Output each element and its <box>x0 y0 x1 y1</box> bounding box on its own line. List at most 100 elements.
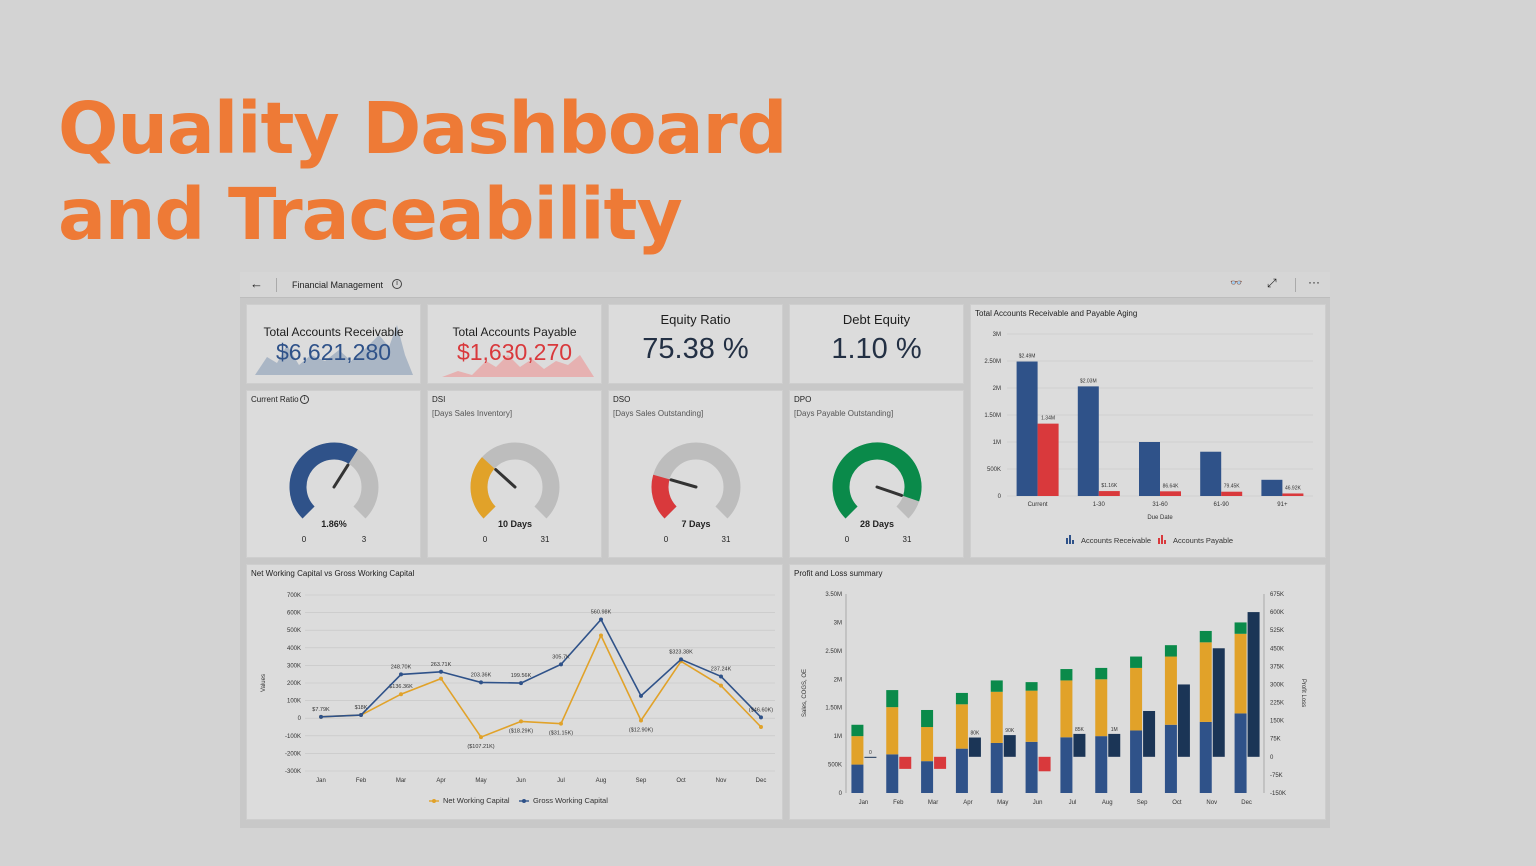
data-point <box>439 676 443 681</box>
gauge-needle <box>332 463 350 489</box>
data-label: ($31.15K) <box>549 731 573 737</box>
back-arrow-icon[interactable]: ← <box>250 276 263 291</box>
y-tick-label: 2.50M <box>825 649 842 655</box>
data-point <box>599 617 603 622</box>
y-tick-label: 3.50M <box>825 592 842 598</box>
data-point <box>599 633 603 638</box>
y-tick-label: -200K <box>285 751 301 757</box>
stack-segment-sales <box>1164 724 1177 793</box>
y2-tick-label: 525K <box>1270 628 1284 634</box>
chart-title: Total Accounts Receivable and Payable Ag… <box>975 309 1138 318</box>
stack-segment-oe <box>886 690 899 708</box>
bar-accounts-payable <box>1221 491 1243 496</box>
stack-segment-cogs <box>851 736 864 765</box>
x-tick-label: Mar <box>928 800 938 806</box>
info-icon[interactable]: i <box>392 279 402 289</box>
gauge-card-dso[interactable]: DSO [Days Sales Outstanding] 7 Days 0 31 <box>608 390 783 558</box>
stack-segment-sales <box>1025 741 1038 793</box>
page-headline: Quality Dashboard and Traceability <box>58 86 787 258</box>
x-tick-label: Current <box>1028 502 1048 508</box>
stack-segment-sales <box>1060 737 1073 793</box>
profit-bar <box>1177 684 1190 757</box>
gauge-max-label: 3 <box>362 535 367 544</box>
x-tick-label: May <box>475 778 486 784</box>
gauge-value-label: 10 Days <box>498 519 532 529</box>
glasses-icon[interactable]: 👓 <box>1230 278 1243 289</box>
data-point <box>639 718 643 723</box>
stack-segment-cogs <box>886 707 899 755</box>
x-tick-label: Sep <box>636 778 647 784</box>
y-tick-label: 1.50M <box>984 413 1001 419</box>
gauge-chart: 1.86% 0 3 <box>289 442 379 544</box>
bar-accounts-receivable <box>1139 442 1160 496</box>
x-tick-label: Dec <box>1241 800 1252 806</box>
stack-segment-cogs <box>1060 680 1073 738</box>
gauge-min-label: 0 <box>845 535 850 544</box>
info-icon[interactable]: i <box>300 395 309 404</box>
working-capital-chart-card[interactable]: Net Working Capital vs Gross Working Cap… <box>246 564 783 820</box>
y-tick-label: 2M <box>834 677 842 683</box>
y-tick-label: 1.50M <box>825 706 842 712</box>
stack-segment-cogs <box>990 691 1003 743</box>
gauge-card-dsi[interactable]: DSI [Days Sales Inventory] 10 Days 0 31 <box>427 390 602 558</box>
gauge-value-label: 1.86% <box>321 519 347 529</box>
x-tick-label: Nov <box>716 778 727 784</box>
stack-segment-oe <box>1060 669 1073 681</box>
y-axis-title: Sales, COGS, OE <box>802 669 808 717</box>
gauge-needle <box>669 478 698 489</box>
aging-chart-card[interactable]: Total Accounts Receivable and Payable Ag… <box>970 304 1326 558</box>
gauge-card-dpo[interactable]: DPO [Days Payable Outstanding] 28 Days 0 3… <box>789 390 964 558</box>
gauge-chart: 7 Days 0 31 <box>651 442 741 544</box>
x-tick-label: Apr <box>436 778 445 784</box>
stack-segment-cogs <box>1199 642 1212 722</box>
kpi-value: 75.38 % <box>642 333 749 365</box>
kpi-card-debt-equity[interactable]: Debt Equity 1.10 % <box>789 304 964 384</box>
data-label: $323.38K <box>669 649 693 655</box>
series-line-gross-working-capital <box>320 618 762 718</box>
kpi-title: Total Accounts Receivable <box>263 325 404 339</box>
y-tick-label: 3M <box>834 620 842 626</box>
headline-line-1: Quality Dashboard <box>58 87 787 170</box>
y2-tick-label: 375K <box>1270 664 1284 670</box>
kpi-card-accounts-receivable[interactable]: Total Accounts Receivable $6,621,280 <box>246 304 421 384</box>
stack-segment-oe <box>1095 667 1108 680</box>
gauge-min-label: 0 <box>664 535 669 544</box>
data-point <box>479 735 483 740</box>
gauge-title: DPO <box>794 395 812 404</box>
bar-accounts-receivable <box>1200 451 1222 496</box>
data-label: 199.56K <box>511 673 532 679</box>
chart-title: Net Working Capital vs Gross Working Cap… <box>251 569 415 578</box>
data-point <box>399 692 403 697</box>
data-point <box>559 721 563 726</box>
profit-loss-chart-card[interactable]: Profit and Loss summary 0 500K 1M 1.50M 2M 2.… <box>789 564 1326 820</box>
data-label: 46.92K <box>1285 485 1302 491</box>
more-menu-icon[interactable]: ··· <box>1308 275 1320 289</box>
gauge-max-label: 31 <box>722 535 731 544</box>
legend-icon <box>1158 538 1160 544</box>
gauge-chart: 28 Days 0 31 <box>832 442 922 544</box>
data-label: 90K <box>1005 728 1015 734</box>
profit-bar <box>1073 733 1086 757</box>
kpi-card-equity-ratio[interactable]: Equity Ratio 75.38 % <box>608 304 783 384</box>
data-point <box>759 725 763 729</box>
y-tick-label: 700K <box>287 593 301 599</box>
legend-icon <box>1072 540 1074 544</box>
x-tick-label: 31-60 <box>1152 502 1168 508</box>
kpi-title: Equity Ratio <box>660 312 731 327</box>
legend-icon <box>1164 540 1166 544</box>
y-tick-label: 300K <box>287 663 301 669</box>
kpi-card-accounts-payable[interactable]: Total Accounts Payable $1,630,270 <box>427 304 602 384</box>
stack-segment-cogs <box>1130 667 1143 731</box>
data-label: $18K <box>355 705 368 711</box>
y2-axis-title: Profit Loss <box>1300 679 1306 707</box>
kpi-value: 1.10 % <box>831 333 922 365</box>
gauge-fill <box>651 474 677 519</box>
y-tick-label: -300K <box>285 769 301 775</box>
y-tick-label: 500K <box>987 467 1001 473</box>
expand-icon[interactable]: ⤢ <box>1267 276 1277 290</box>
y-tick-label: 0 <box>998 494 1002 500</box>
aging-bar-chart: 0 500K 1M 1.50M 2M 2.50M 3M $2.49M 1.34M Current $… <box>984 332 1313 545</box>
kpi-title: Debt Equity <box>842 312 911 327</box>
gauge-card-current-ratio[interactable]: Current Ratio i 1.86% 0 3 <box>246 390 421 558</box>
data-label: $2.49M <box>1019 354 1036 360</box>
